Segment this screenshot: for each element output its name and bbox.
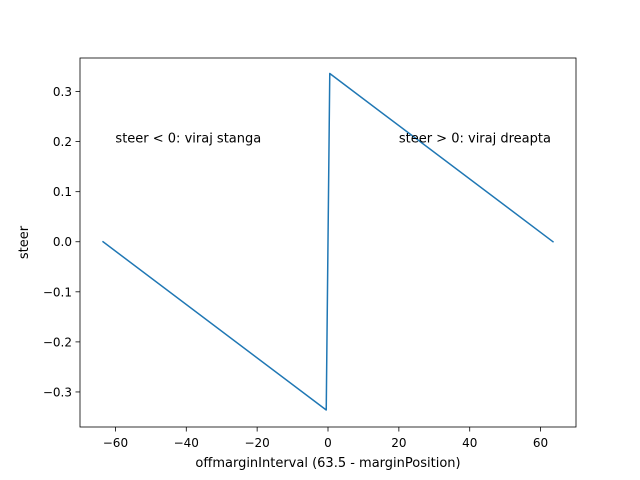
y-tick-label: −0.3	[43, 385, 72, 399]
annotation-text: steer > 0: viraj dreapta	[399, 132, 551, 147]
y-tick-label: 0.0	[53, 235, 72, 249]
annotation-text: steer < 0: viraj stanga	[115, 132, 261, 147]
y-tick-label: 0.2	[53, 135, 72, 149]
x-tick-label: 20	[391, 436, 406, 450]
x-tick-label: 60	[533, 436, 548, 450]
x-tick-label: −60	[103, 436, 128, 450]
x-tick-label: 40	[462, 436, 477, 450]
y-axis: −0.3 −0.2 −0.1 0.0 0.1 0.2 0.3	[43, 85, 80, 399]
y-tick-label: 0.3	[53, 85, 72, 99]
y-tick-label: −0.2	[43, 335, 72, 349]
y-axis-label: steer	[17, 225, 32, 259]
series-line	[101, 72, 555, 411]
y-tick-label: 0.1	[53, 185, 72, 199]
plot-area	[101, 72, 555, 411]
x-tick-label: −40	[174, 436, 199, 450]
x-axis: −60 −40 −20 0 20 40 60	[103, 427, 548, 450]
x-tick-label: −20	[244, 436, 269, 450]
annotations: steer < 0: viraj stanga steer > 0: viraj …	[115, 132, 551, 147]
x-tick-label: 0	[324, 436, 332, 450]
y-tick-label: −0.1	[43, 285, 72, 299]
x-axis-label: offmarginInterval (63.5 - marginPosition…	[195, 456, 460, 471]
